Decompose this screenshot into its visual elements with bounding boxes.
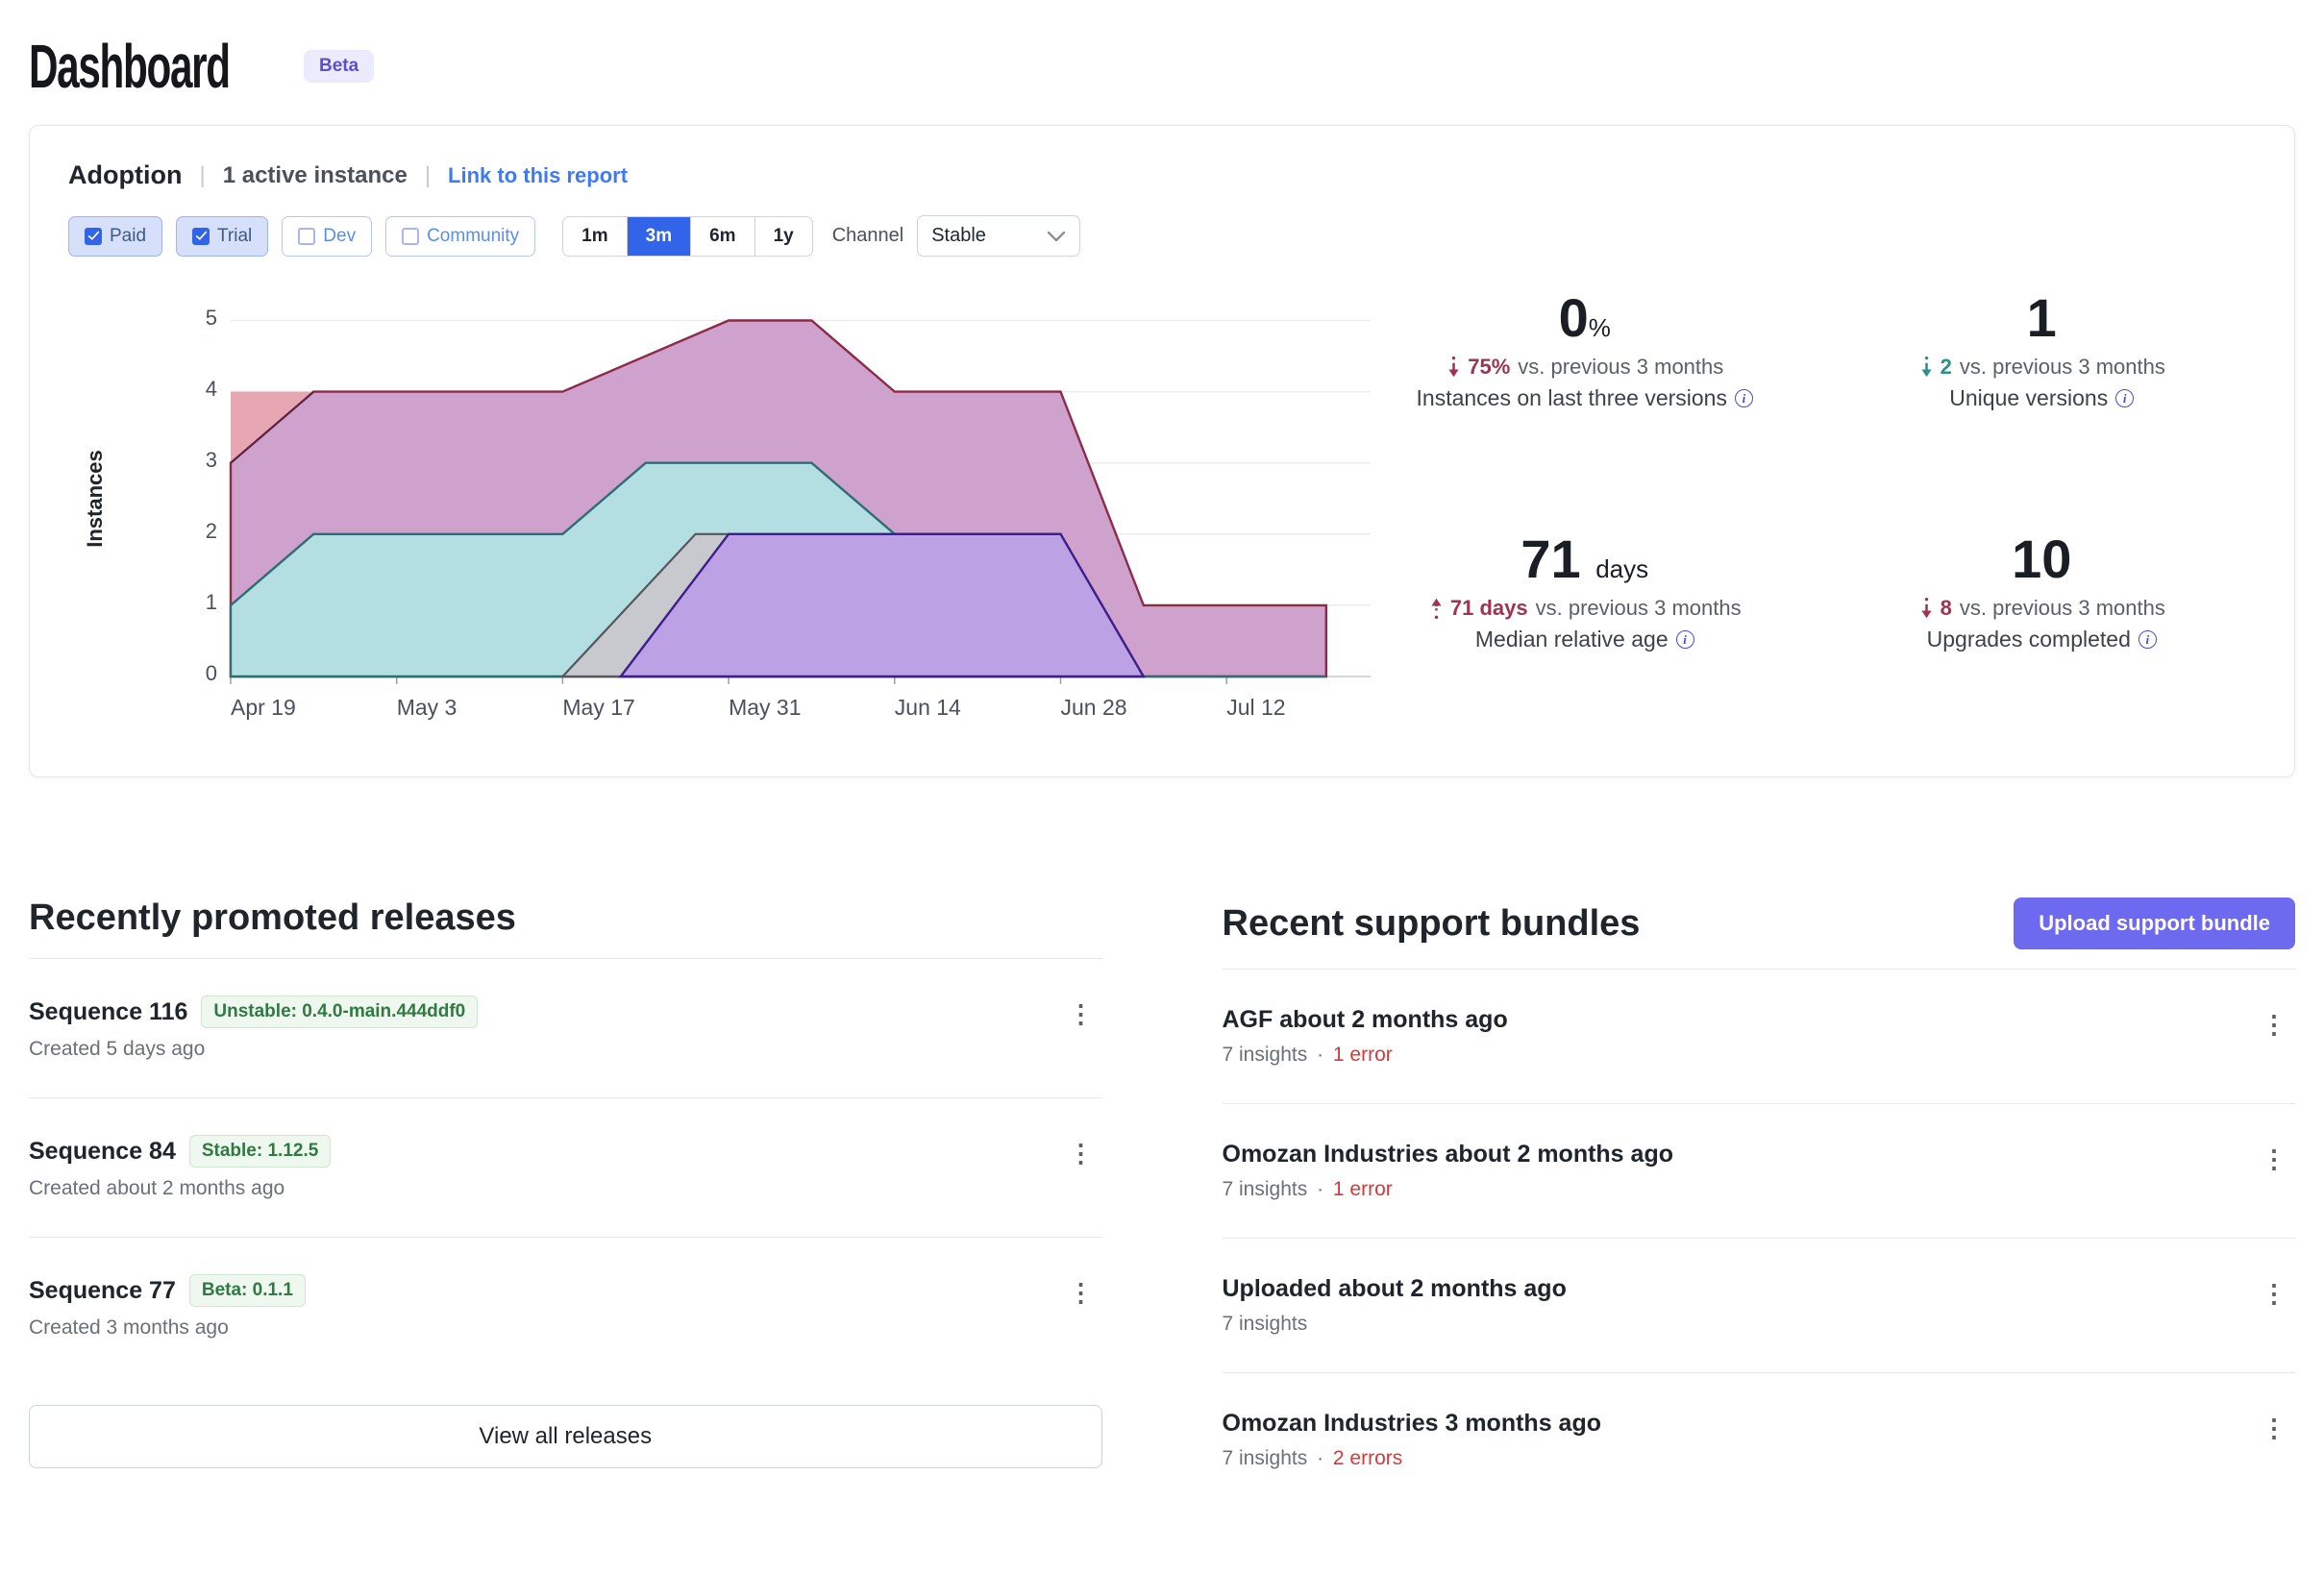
svg-text:Jul 12: Jul 12 [1226, 695, 1285, 720]
svg-text:2: 2 [206, 519, 217, 543]
svg-text:Jun 28: Jun 28 [1061, 695, 1127, 720]
svg-text:May 17: May 17 [562, 695, 634, 720]
svg-text:May 3: May 3 [397, 695, 457, 720]
svg-text:Apr 19: Apr 19 [231, 695, 296, 720]
svg-text:0: 0 [206, 661, 217, 685]
svg-text:1: 1 [206, 590, 217, 614]
svg-text:Jun 14: Jun 14 [895, 695, 961, 720]
svg-text:4: 4 [206, 377, 217, 401]
svg-text:3: 3 [206, 448, 217, 472]
svg-text:5: 5 [206, 306, 217, 330]
svg-text:May 31: May 31 [729, 695, 801, 720]
svg-text:Instances: Instances [83, 450, 107, 548]
